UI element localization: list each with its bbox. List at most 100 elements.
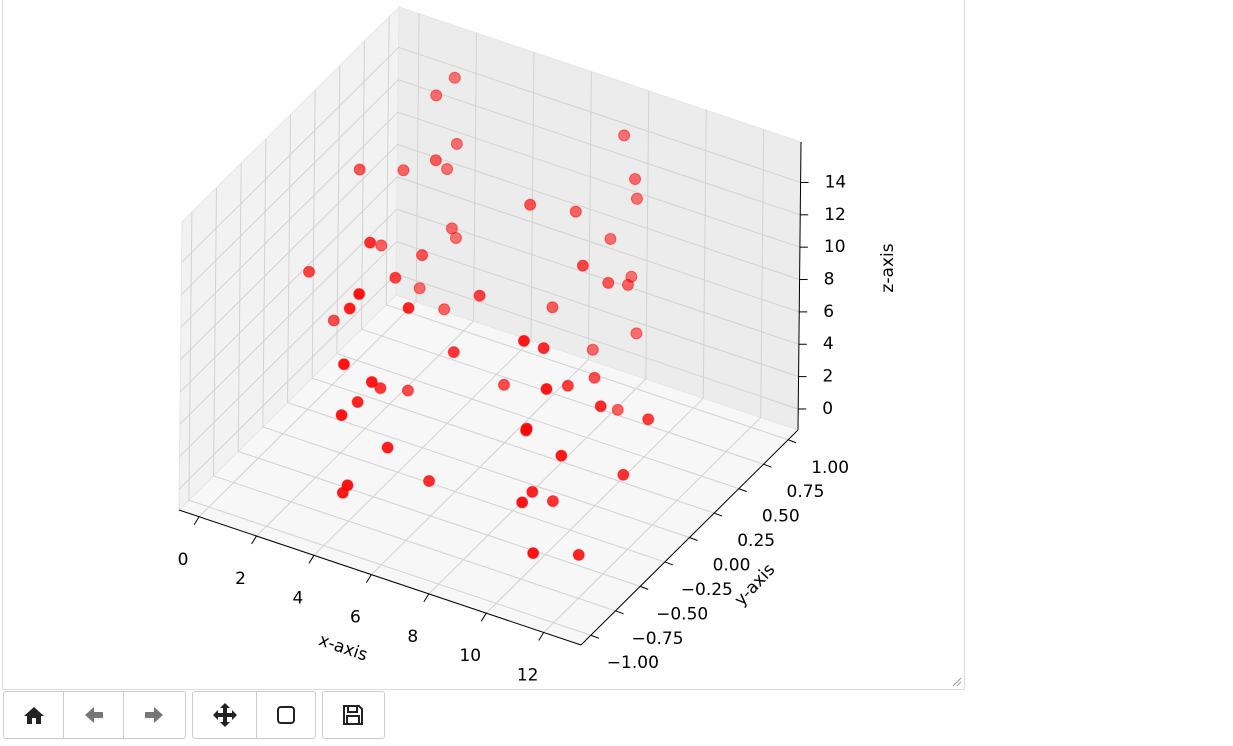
point: [630, 327, 643, 340]
grid-line: [398, 46, 801, 183]
toolbar-save: [322, 691, 385, 739]
point: [447, 346, 460, 359]
grid-line: [262, 138, 267, 427]
point: [516, 496, 529, 509]
point: [423, 475, 436, 488]
x-tick-label: 0: [178, 550, 189, 570]
point: [335, 409, 348, 422]
point: [555, 449, 568, 462]
point: [353, 288, 366, 301]
grid-line: [213, 187, 218, 476]
point: [594, 400, 607, 413]
y-tick-label: −0.50: [656, 604, 708, 624]
point: [642, 413, 655, 426]
y-tick-label: 0.25: [737, 531, 775, 551]
x-tick-label: 4: [293, 588, 304, 608]
toolbar-tools: [192, 691, 316, 739]
point: [441, 163, 454, 176]
point: [438, 303, 451, 316]
point: [337, 358, 350, 371]
chart: x-axis y-axis z-axis 024681012−1.00−0.75…: [178, 5, 962, 687]
grid-line: [396, 273, 799, 410]
forward-button[interactable]: [124, 692, 184, 738]
z-tick-label: 14: [825, 172, 847, 192]
point: [537, 342, 550, 355]
point: [527, 547, 540, 560]
grid-line: [181, 47, 399, 263]
point: [381, 441, 394, 454]
tick-mark: [423, 593, 430, 603]
grid-line: [311, 377, 715, 514]
y-tick-label: −1.00: [607, 653, 659, 673]
grid-line: [336, 353, 739, 490]
point: [540, 383, 553, 396]
y-tick-label: 0.50: [762, 507, 800, 527]
grid-line: [311, 90, 316, 379]
point: [389, 271, 402, 284]
x-tick-label: 6: [350, 608, 361, 628]
point: [397, 164, 410, 177]
point: [448, 71, 461, 84]
grid-line: [180, 144, 398, 360]
save-button[interactable]: [323, 692, 383, 738]
z-axis-line: [797, 141, 802, 431]
grid-line: [760, 129, 765, 418]
z-tick-label: 4: [823, 334, 834, 354]
point: [351, 395, 364, 408]
point: [450, 137, 463, 150]
z-axis-title: z-axis: [878, 243, 898, 292]
tick-mark: [713, 512, 723, 517]
grid-line: [188, 499, 592, 636]
grid-line: [397, 111, 801, 248]
point: [497, 378, 510, 391]
home-icon: [23, 707, 44, 724]
point: [341, 479, 354, 492]
y-tick-label: 1.00: [811, 458, 849, 478]
grid-line: [287, 402, 690, 538]
tick-mark: [763, 463, 772, 468]
pan-icon: [212, 703, 237, 727]
point: [586, 343, 599, 356]
point: [430, 89, 443, 102]
forward-icon: [145, 707, 163, 723]
grid-line: [237, 163, 242, 452]
grid-line: [360, 41, 365, 330]
tick-mark: [615, 610, 624, 615]
tick-mark: [689, 537, 698, 541]
figure: x-axis y-axis z-axis 0 2 4 6 8 10 12 −1.00 −0.75…: [2, 0, 965, 690]
grid-line: [179, 241, 397, 457]
x-tick-label: 12: [517, 665, 539, 685]
home-button[interactable]: [4, 692, 64, 738]
point: [364, 236, 377, 249]
grid-line: [397, 176, 800, 313]
point: [413, 282, 426, 295]
x-axis-title: x-axis: [316, 630, 370, 665]
z-tick-label: 6: [823, 302, 834, 322]
x-tick-label: 2: [235, 569, 246, 589]
grid-line: [179, 208, 398, 425]
point: [445, 222, 458, 235]
grid-line: [385, 304, 789, 441]
z-tick-label: 2: [823, 367, 834, 387]
grid-line: [587, 71, 592, 360]
back-icon: [84, 707, 103, 723]
grid-line: [188, 212, 193, 501]
tick-mark: [787, 439, 797, 444]
point: [517, 334, 530, 347]
point: [526, 485, 539, 498]
point: [375, 239, 388, 252]
x-tick-label: 10: [459, 646, 481, 666]
y-axis-line: [580, 429, 799, 646]
back-button[interactable]: [64, 692, 124, 738]
x-tick-label: 8: [407, 627, 418, 647]
zoom-button[interactable]: [257, 692, 315, 738]
grid-line: [702, 110, 707, 399]
grid-line: [179, 176, 398, 393]
tick-mark: [538, 632, 545, 641]
point: [416, 249, 429, 262]
tick-mark: [308, 555, 315, 564]
pan-button[interactable]: [193, 692, 257, 738]
y-tick-label: 0.00: [713, 556, 751, 576]
point: [611, 403, 624, 416]
